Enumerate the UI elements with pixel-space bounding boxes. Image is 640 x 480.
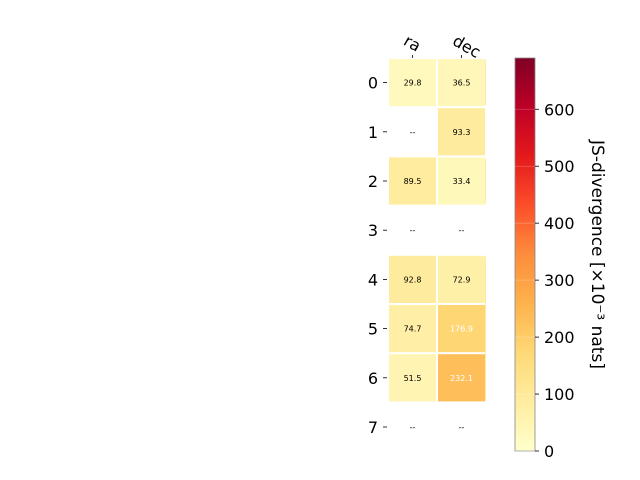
cell-value-label: -- [410,128,416,137]
heatmap-cell [438,59,485,107]
column-labels: ra dec [401,31,484,62]
colorbar-tick-label: 400 [544,214,575,233]
cell-value-label: 176.9 [450,325,473,334]
cell-value-label: 36.5 [453,79,471,88]
cell-value-label: -- [410,423,416,432]
colorbar-tick-label: 100 [544,385,575,404]
row-label: 2 [368,172,378,191]
colorbar-tick-label: 300 [544,271,575,290]
cell-value-label: 29.8 [404,79,422,88]
heatmap-cell [389,354,436,402]
heatmap-cell [389,59,436,107]
cell-value-label: -- [410,226,416,235]
column-label: ra [401,31,425,56]
colorbar-label: JS-divergence [×10⁻³ nats] [587,139,607,369]
heatmap-cell [438,255,485,303]
heatmap-cell [389,305,436,353]
row-label: 3 [368,221,378,240]
colorbar-tick-label: 200 [544,328,575,347]
column-label: dec [450,31,484,62]
colorbar-ticks: 0 100 200 300 400 500 600 [515,100,575,461]
cell-value-label: 92.8 [404,275,422,284]
colorbar-tick-label: 500 [544,157,575,176]
colorbar-tick-label: 600 [544,100,575,119]
row-label: 6 [368,369,378,388]
heatmap-cell [389,255,436,303]
cell-value-label: -- [459,423,465,432]
cell-value-label: 72.9 [453,275,471,284]
heatmap-cell [438,108,485,156]
heatmap-cell [438,157,485,205]
heatmap-cell [438,354,485,402]
row-label: 0 [368,74,378,93]
colorbar-gradient [514,57,536,452]
cell-value-label: 74.7 [404,325,422,334]
heatmap-cell [389,157,436,205]
row-label: 5 [368,320,378,339]
cell-value-label: 93.3 [453,128,471,137]
heatmap-cells: 29.8 36.5 -- 93.3 89.5 33.4 -- -- 92.8 72.9 74.7 17… [389,59,486,432]
cell-value-label: 33.4 [453,177,471,186]
colorbar: 0 100 200 300 400 500 600 JS-divergence [×10⁻³… [514,57,607,461]
row-label: 7 [368,418,378,437]
row-label: 4 [368,270,378,289]
cell-value-label: 89.5 [404,177,422,186]
row-labels: 0 1 2 3 4 5 6 7 [368,74,387,437]
colorbar-tick-label: 0 [544,442,554,461]
cell-value-label: 232.1 [450,374,473,383]
cell-value-label: -- [459,226,465,235]
row-label: 1 [368,123,378,142]
heatmap-cell [438,305,485,353]
cell-value-label: 51.5 [404,374,422,383]
